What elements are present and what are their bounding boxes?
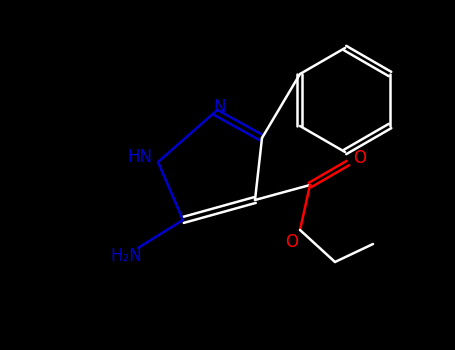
Text: O: O [354,149,366,167]
Text: HN: HN [127,148,152,166]
Text: O: O [285,233,298,251]
Text: H₂N: H₂N [110,247,142,265]
Text: N: N [214,98,226,116]
